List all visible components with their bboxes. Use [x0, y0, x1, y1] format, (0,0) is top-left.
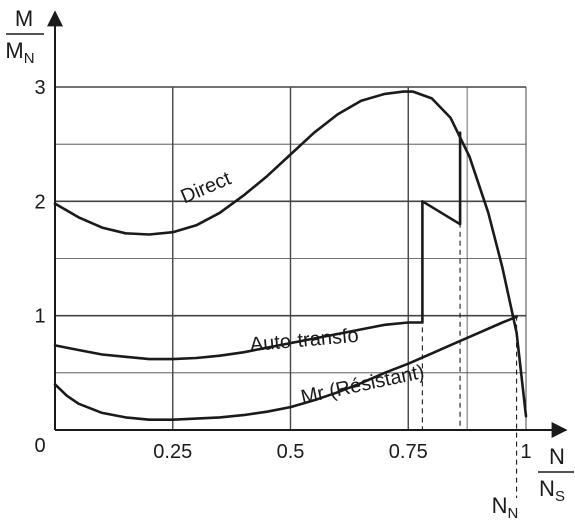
y-tick-label: 3: [34, 77, 45, 99]
curves: [53, 90, 528, 421]
x-tick-label: 1: [520, 441, 531, 463]
y-tick-label: 1: [34, 306, 45, 328]
y-axis-label: M MN: [5, 6, 44, 67]
curve-label: Auto-transfo: [249, 325, 359, 356]
tick-labels: 0.25 0.5 0.75 1 1 2 3 0: [34, 77, 531, 463]
y-tick-label: 2: [34, 191, 45, 213]
x-tick-label: 0.75: [389, 441, 428, 463]
series-line-mr-r-sistant: [53, 315, 518, 421]
curve-label: Mr (Résistant): [299, 361, 426, 409]
origin-label: 0: [34, 435, 45, 457]
x-tick-label: 0.25: [153, 441, 192, 463]
x-label-denominator: NS: [539, 476, 565, 505]
axes: [47, 10, 568, 438]
x-axis-label: N NS: [538, 444, 574, 505]
grid: [55, 86, 527, 430]
y-label-numerator: M: [15, 6, 33, 31]
series-line-direct: [53, 90, 528, 418]
series-line-auto-transfo: [53, 131, 462, 361]
x-label-numerator: N: [549, 444, 565, 469]
x-tick-label: 0.5: [277, 441, 305, 463]
nominal-speed-label: NN: [492, 493, 519, 522]
y-label-denominator: MN: [5, 38, 34, 67]
